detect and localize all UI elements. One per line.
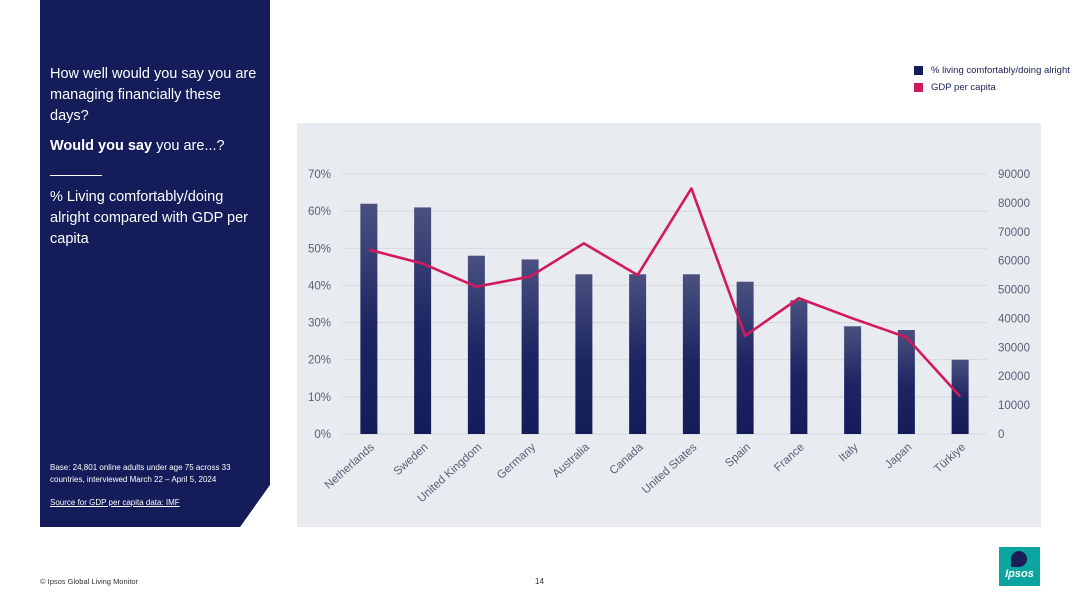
y-left-tick-label: 10% xyxy=(308,392,331,404)
category-label: Sweden xyxy=(392,441,431,478)
legend-label-bars: % living comfortably/doing alright xyxy=(931,65,1070,76)
footer-copyright: © Ipsos Global Living Monitor xyxy=(40,577,139,586)
y-right-tick-label: 80000 xyxy=(998,198,1030,210)
legend-item-bars: % living comfortably/doing alright xyxy=(914,64,1074,77)
bar xyxy=(736,281,754,434)
category-label: Türkiye xyxy=(932,441,968,475)
y-right-tick-label: 20000 xyxy=(998,371,1030,383)
page-number: 14 xyxy=(535,577,544,586)
y-right-tick-label: 10000 xyxy=(998,400,1030,412)
category-label: United States xyxy=(640,441,700,496)
bar xyxy=(575,274,593,434)
bar xyxy=(360,203,378,434)
category-label: Australia xyxy=(551,441,593,480)
y-left-tick-label: 20% xyxy=(308,355,331,367)
side-panel: How well would you say you are managing … xyxy=(40,0,270,527)
bar xyxy=(682,274,700,434)
legend-swatch-bars xyxy=(914,66,923,75)
y-right-tick-label: 70000 xyxy=(998,227,1030,239)
bar xyxy=(629,274,647,434)
combo-chart: 0% 10% 20% 30% 40% 50% 60% 70% 0 10000 20000 30000 4… xyxy=(308,169,1030,505)
divider xyxy=(50,175,102,176)
bar xyxy=(844,326,862,434)
base-note: Base: 24,801 online adults under age 75 … xyxy=(50,463,231,484)
bar xyxy=(897,330,915,434)
source-link[interactable]: Source for GDP per capita data: IMF xyxy=(50,498,180,507)
category-label: Japan xyxy=(883,441,914,471)
gdp-line xyxy=(368,187,962,398)
y-left-tick-label: 70% xyxy=(308,169,331,181)
category-label: Germany xyxy=(495,441,538,482)
y-right-tick-label: 40000 xyxy=(998,313,1030,325)
bar xyxy=(951,359,969,434)
question-text: How well would you say you are managing … xyxy=(50,66,257,124)
chart-description: % Living comfortably/doing alright compa… xyxy=(50,189,248,247)
sub-question: Would you say you are...? xyxy=(50,136,260,157)
y-left-tick-label: 60% xyxy=(308,206,331,218)
y-left-tick-label: 50% xyxy=(308,243,331,255)
y-right-tick-label: 90000 xyxy=(998,169,1030,181)
y-left-tick-label: 30% xyxy=(308,318,331,330)
y-right-tick-label: 30000 xyxy=(998,342,1030,354)
category-label: Netherlands xyxy=(323,441,377,492)
logo-mark-icon xyxy=(1011,551,1027,567)
legend-label-line: GDP per capita xyxy=(931,82,996,93)
bar xyxy=(467,255,485,434)
y-right-tick-label: 60000 xyxy=(998,256,1030,268)
sub-question-bold: Would you say xyxy=(50,138,153,154)
y-right-tick-label: 0 xyxy=(998,429,1004,441)
category-label: Italy xyxy=(837,441,861,464)
category-label: Canada xyxy=(608,441,646,477)
bar xyxy=(414,207,432,434)
legend-item-line: GDP per capita xyxy=(914,81,1074,94)
y-right-tick-label: 50000 xyxy=(998,285,1030,297)
category-label: Spain xyxy=(723,441,753,470)
logo-text: Ipsos xyxy=(1005,568,1034,580)
y-left-tick-label: 0% xyxy=(314,429,331,441)
bar xyxy=(790,300,808,434)
category-label: France xyxy=(772,441,807,474)
sub-question-rest: you are...? xyxy=(152,138,225,154)
legend: % living comfortably/doing alright GDP p… xyxy=(914,64,1074,98)
ipsos-logo: Ipsos xyxy=(999,547,1040,586)
y-left-tick-label: 40% xyxy=(308,280,331,292)
bar xyxy=(521,259,539,434)
legend-swatch-line xyxy=(914,83,923,92)
